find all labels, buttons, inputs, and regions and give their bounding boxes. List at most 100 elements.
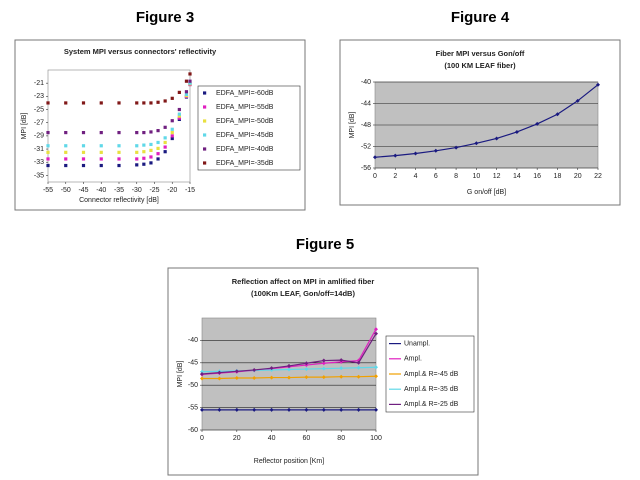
- figure-label: Figure 5: [296, 236, 354, 253]
- data-point: [156, 129, 160, 133]
- data-point: [64, 101, 68, 105]
- x-axis-label: Reflector position [Km]: [254, 458, 324, 465]
- x-tick-label: -35: [114, 187, 124, 194]
- legend-swatch: [203, 133, 207, 137]
- figure-label: Figure 4: [451, 9, 510, 26]
- data-point: [217, 370, 222, 375]
- data-point: [393, 153, 398, 158]
- data-point: [374, 374, 378, 379]
- legend-swatch: [203, 147, 207, 151]
- x-tick-label: 16: [533, 173, 541, 180]
- data-point: [170, 127, 174, 131]
- data-point: [81, 101, 86, 105]
- data-point: [156, 157, 160, 161]
- x-tick-label: 100: [370, 435, 382, 442]
- data-point: [117, 130, 121, 135]
- chart-title: Fiber MPI versus Gon/off: [436, 49, 525, 58]
- legend-swatch: [203, 119, 207, 123]
- data-point: [142, 156, 146, 160]
- data-point: [269, 375, 274, 380]
- legend-label: EDFA_MPI=-40dB: [216, 146, 274, 153]
- data-point: [46, 150, 50, 154]
- data-point: [142, 162, 146, 166]
- x-tick-label: -40: [96, 187, 106, 194]
- legend-box: [197, 85, 301, 171]
- legend-label: EDFA_MPI=-50dB: [216, 118, 274, 125]
- y-tick-label: -48: [361, 122, 371, 129]
- y-tick-label: -56: [361, 165, 371, 172]
- data-point: [135, 163, 139, 167]
- y-tick-label: -31: [34, 146, 44, 153]
- x-tick-label: 40: [268, 435, 276, 442]
- data-point: [156, 146, 160, 150]
- legend-label: EDFA_MPI=-45dB: [216, 132, 274, 139]
- x-tick-label: 8: [454, 173, 458, 180]
- data-point: [177, 90, 181, 94]
- data-point: [149, 101, 153, 105]
- data-point: [269, 366, 274, 371]
- legend-label: Ampl.& R=-35 dB: [404, 386, 459, 393]
- data-point: [163, 125, 167, 129]
- data-point: [170, 96, 174, 100]
- data-point: [454, 145, 459, 150]
- data-point: [135, 150, 139, 154]
- x-tick-label: 0: [200, 435, 204, 442]
- y-tick-label: -40: [361, 79, 371, 86]
- data-point: [217, 407, 222, 412]
- x-tick-label: 0: [373, 173, 377, 180]
- data-point: [99, 130, 103, 135]
- data-point: [81, 157, 86, 161]
- data-point: [287, 407, 291, 412]
- data-point: [494, 136, 499, 141]
- data-point: [304, 361, 309, 366]
- data-point: [252, 407, 257, 412]
- data-point: [474, 141, 479, 146]
- chart-title: Reflection affect on MPI in amlified fib…: [232, 277, 375, 286]
- data-point: [46, 130, 50, 135]
- data-point: [339, 358, 344, 363]
- y-tick-label: -25: [34, 106, 44, 113]
- y-tick-label: -29: [34, 133, 44, 140]
- data-point: [46, 163, 50, 168]
- y-axis-label: MPI [dB]: [177, 361, 184, 388]
- data-point: [356, 407, 361, 412]
- data-point: [184, 79, 189, 83]
- y-tick-label: -44: [361, 100, 371, 107]
- data-point: [117, 157, 121, 161]
- y-tick-label: -35: [34, 172, 44, 179]
- data-point: [374, 331, 378, 336]
- x-tick-label: 10: [472, 173, 480, 180]
- y-tick-label: -33: [34, 159, 44, 166]
- data-point: [234, 407, 239, 412]
- data-point: [81, 144, 86, 148]
- x-tick-label: -45: [78, 187, 88, 194]
- x-tick-label: 2: [393, 173, 397, 180]
- data-point: [217, 376, 222, 381]
- data-point: [149, 142, 153, 147]
- data-point: [184, 92, 189, 96]
- y-tick-label: -60: [188, 427, 198, 434]
- data-point: [142, 101, 146, 105]
- plot-area: [201, 317, 377, 431]
- y-axis-label: MPI [dB]: [349, 112, 356, 139]
- x-tick-label: -55: [43, 187, 53, 194]
- figure-label: Figure 3: [136, 9, 194, 26]
- y-tick-label: -55: [188, 404, 198, 411]
- series-line: [374, 84, 599, 158]
- data-point: [163, 99, 167, 103]
- data-point: [374, 407, 378, 412]
- legend-swatch: [203, 161, 207, 165]
- legend-swatch: [203, 91, 207, 95]
- data-point: [142, 143, 146, 147]
- data-point: [234, 376, 239, 381]
- data-point: [156, 152, 160, 156]
- data-point: [64, 163, 68, 168]
- data-point: [321, 358, 326, 363]
- x-tick-label: 20: [233, 435, 241, 442]
- data-point: [304, 375, 309, 380]
- data-point: [46, 144, 50, 148]
- y-tick-label: -40: [188, 337, 198, 344]
- data-point: [433, 148, 438, 153]
- legend-label: Ampl.& R=-45 dB: [404, 371, 459, 378]
- data-point: [177, 114, 181, 118]
